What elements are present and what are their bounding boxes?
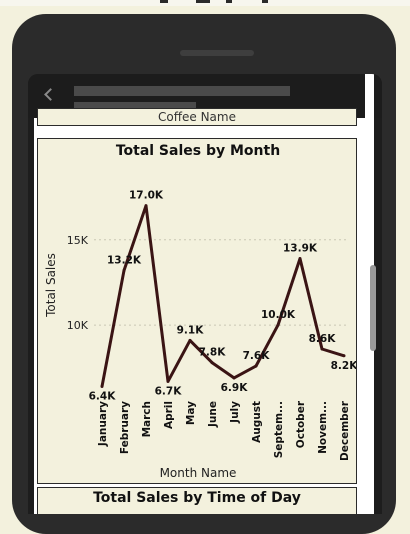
data-point <box>144 204 148 208</box>
top-strip-mark <box>160 0 168 3</box>
x-tick-label: February <box>119 401 131 454</box>
sales-by-time-title: Total Sales by Time of Day <box>93 490 301 506</box>
data-point <box>320 347 324 351</box>
phone-speaker <box>180 50 254 56</box>
phone-screen: Coffee Name Total Sales by Month 10K 15K … <box>28 74 382 514</box>
data-label: 8.6K <box>309 333 337 345</box>
sales-by-month-visual[interactable]: Total Sales by Month 10K 15K Total Sales … <box>37 138 357 484</box>
data-point <box>298 257 302 261</box>
y-axis-title: Total Sales <box>44 253 58 318</box>
data-label: 9.1K <box>177 324 205 336</box>
report-canvas[interactable]: Coffee Name Total Sales by Month 10K 15K … <box>34 108 374 514</box>
browser-top-strip <box>0 0 410 6</box>
data-point <box>122 269 126 273</box>
data-label: 6.4K <box>89 390 117 402</box>
sales-by-time-visual[interactable]: Total Sales by Time of Day <box>37 487 357 514</box>
data-point <box>210 361 214 365</box>
gridlines <box>94 239 348 326</box>
data-label: 6.7K <box>155 385 183 397</box>
app-title-redacted <box>74 86 290 96</box>
x-tick-label: March <box>141 401 153 437</box>
x-tick-label: December <box>339 400 351 461</box>
chart-title: Total Sales by Month <box>116 143 280 159</box>
x-tick-label: Novem... <box>317 401 329 454</box>
x-axis-ticks: January February March April May June July Augu… <box>97 400 351 461</box>
sales-line <box>100 204 345 387</box>
data-label: 17.0K <box>129 190 164 202</box>
data-point <box>188 338 192 342</box>
data-label: 10.0K <box>261 309 296 321</box>
data-label: 13.2K <box>107 255 142 267</box>
top-strip-mark <box>262 0 268 3</box>
x-tick-label: April <box>163 401 175 429</box>
data-label: 8.2K <box>331 360 357 372</box>
data-point <box>276 323 280 327</box>
coffee-name-visual[interactable]: Coffee Name <box>37 108 357 126</box>
data-label: 13.9K <box>283 243 318 255</box>
top-strip-mark <box>226 0 232 3</box>
data-labels: 6.4K 13.2K 17.0K 6.7K 9.1K 7.8K 6.9K 7.6K 10.0K 1… <box>89 190 357 403</box>
x-tick-label: January <box>97 401 109 447</box>
x-axis-title: Month Name <box>160 466 237 480</box>
x-tick-label: May <box>185 401 197 425</box>
app-subtitle-redacted <box>74 102 196 109</box>
data-label: 7.6K <box>243 350 271 362</box>
data-label: 7.8K <box>199 347 227 359</box>
x-tick-label: October <box>295 400 307 448</box>
scrollbar-thumb[interactable] <box>370 265 376 351</box>
x-tick-label: Septem... <box>273 401 285 458</box>
y-tick-label: 15K <box>67 234 89 247</box>
x-tick-label: June <box>207 401 219 428</box>
data-label: 6.9K <box>221 382 249 394</box>
scrollbar-track[interactable] <box>365 74 374 474</box>
x-tick-label: July <box>229 401 241 424</box>
data-point <box>254 364 258 368</box>
coffee-name-axis-label: Coffee Name <box>158 110 236 124</box>
data-point <box>166 379 170 383</box>
y-axis-ticks: 10K 15K <box>67 234 89 332</box>
data-point <box>100 384 104 388</box>
data-points <box>100 204 346 388</box>
data-point <box>342 354 346 358</box>
x-tick-label: August <box>251 401 263 443</box>
y-tick-label: 10K <box>67 319 89 332</box>
top-strip-mark <box>196 0 210 3</box>
back-chevron-icon[interactable] <box>44 88 57 101</box>
data-point <box>232 376 236 380</box>
